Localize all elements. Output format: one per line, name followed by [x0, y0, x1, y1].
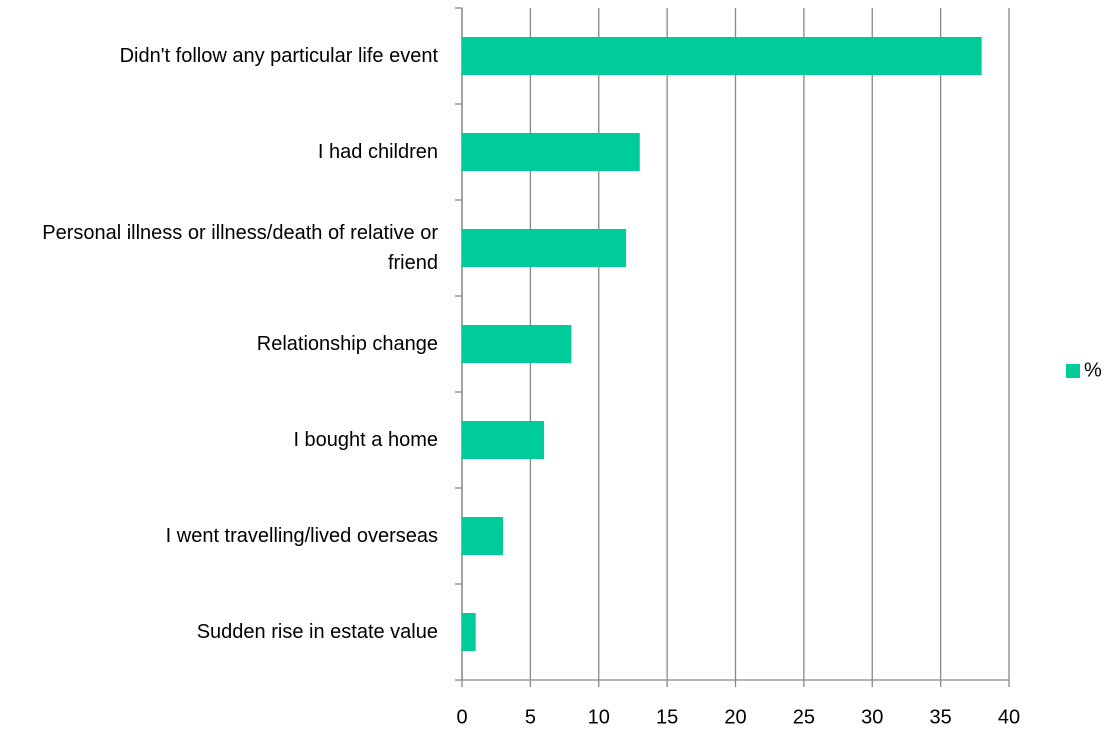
- x-tick-label: 0: [456, 706, 467, 728]
- bar: [462, 613, 476, 651]
- bar: [462, 133, 640, 171]
- y-tick-label: Personal illness or illness/death of rel…: [42, 222, 438, 274]
- x-tick-label: 35: [930, 706, 952, 728]
- x-tick-label: 10: [588, 706, 610, 728]
- bar: [462, 37, 982, 75]
- y-tick-label: Sudden rise in estate value: [196, 621, 438, 643]
- y-tick-label: Relationship change: [256, 333, 438, 355]
- bar: [462, 517, 504, 555]
- y-tick-label: I bought a home: [293, 429, 438, 451]
- x-tick-label: 15: [656, 706, 678, 728]
- y-tick-label: I went travelling/lived overseas: [165, 525, 438, 547]
- y-tick-label: Didn't follow any particular life event: [119, 45, 438, 67]
- x-tick-label: 30: [861, 706, 883, 728]
- legend-label: %: [1084, 359, 1102, 381]
- bar: [462, 325, 572, 363]
- bar: [462, 421, 545, 459]
- legend-swatch: [1066, 364, 1080, 378]
- y-tick-label: I had children: [317, 141, 438, 163]
- x-tick-label: 25: [793, 706, 815, 728]
- bar: [462, 229, 627, 267]
- x-tick-label: 20: [724, 706, 746, 728]
- x-tick-label: 40: [998, 706, 1020, 728]
- x-tick-label: 5: [525, 706, 536, 728]
